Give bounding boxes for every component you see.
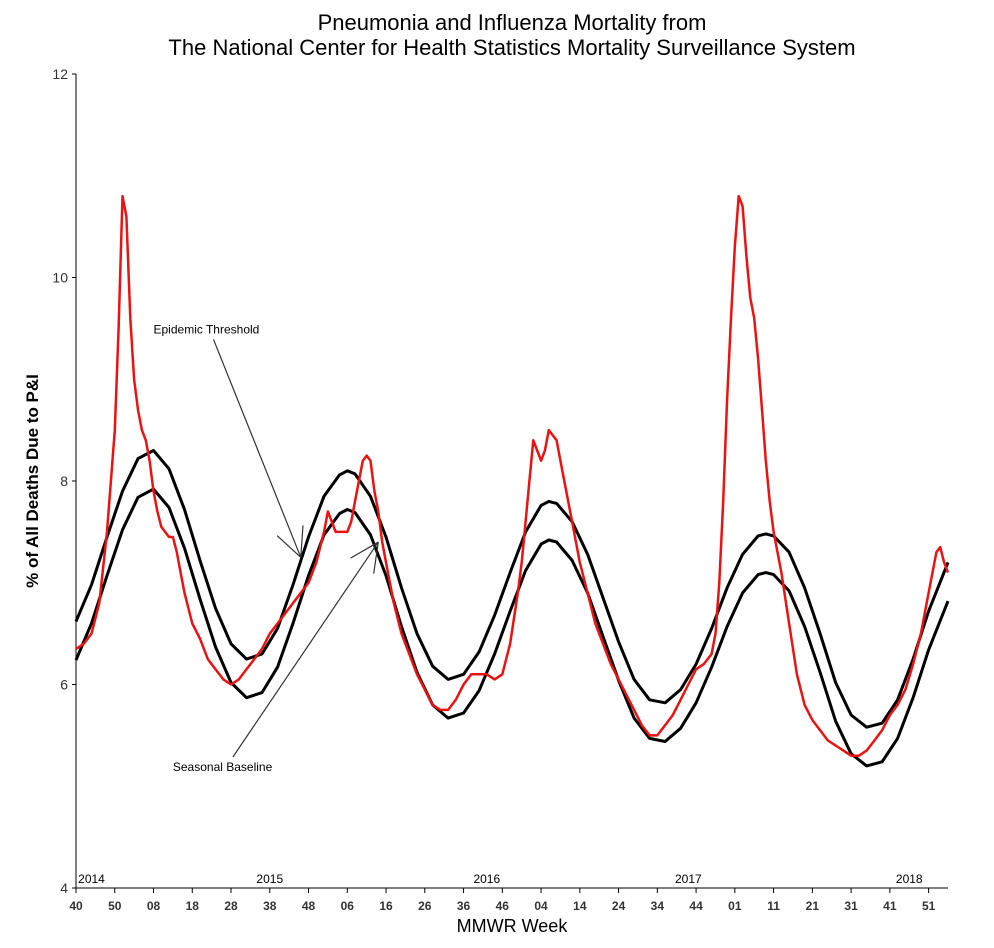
chart-title-line-2: The National Center for Health Statistic… bbox=[168, 35, 855, 60]
x-tick-label: 50 bbox=[108, 899, 122, 913]
y-tick-label: 10 bbox=[52, 270, 68, 286]
x-tick-label: 48 bbox=[302, 899, 316, 913]
annotation-arrow-1 bbox=[212, 339, 302, 558]
annotations: Epidemic Threshold Seasonal Baseline bbox=[154, 322, 379, 774]
pi-mortality-line bbox=[75, 194, 950, 757]
y-tick-label: 6 bbox=[60, 677, 68, 693]
year-label: 2014 bbox=[78, 872, 105, 886]
annotation-label-1: Epidemic Threshold bbox=[154, 322, 260, 336]
epidemic-threshold-line bbox=[74, 449, 950, 729]
y-axis-label: % of All Deaths Due to P&I bbox=[23, 374, 42, 588]
y-ticks: 4 6 8 10 12 bbox=[52, 66, 76, 896]
x-tick-label: 11 bbox=[767, 899, 780, 913]
year-label: 2016 bbox=[473, 872, 500, 886]
x-tick-label: 46 bbox=[496, 899, 510, 913]
x-tick-label: 31 bbox=[844, 899, 858, 913]
x-tick-label: 34 bbox=[651, 899, 665, 913]
y-tick-label: 4 bbox=[60, 880, 68, 896]
x-tick-label: 21 bbox=[806, 899, 820, 913]
annotation-arrowhead-a-2 bbox=[373, 541, 379, 574]
x-tick-label: 14 bbox=[573, 899, 587, 913]
annotation-arrowhead-b-1 bbox=[300, 525, 304, 558]
x-tick-label: 40 bbox=[69, 899, 83, 913]
x-tick-label: 24 bbox=[612, 899, 626, 913]
x-tick-label: 04 bbox=[534, 899, 548, 913]
series bbox=[74, 194, 950, 768]
y-tick-label: 12 bbox=[52, 66, 68, 82]
annotation-arrow-2 bbox=[232, 541, 379, 758]
x-ticks: 40 50 08 18 28 38 48 06 16 26 36 46 04 14 24 34 44 01 11 21… bbox=[69, 888, 936, 913]
x-tick-label: 06 bbox=[341, 899, 355, 913]
x-tick-label: 01 bbox=[728, 899, 742, 913]
year-label: 2017 bbox=[675, 872, 702, 886]
x-tick-label: 41 bbox=[883, 899, 897, 913]
x-tick-label: 26 bbox=[418, 899, 432, 913]
x-tick-label: 08 bbox=[147, 899, 161, 913]
annotation-arrowhead-a-1 bbox=[276, 535, 302, 558]
x-tick-label: 16 bbox=[379, 899, 393, 913]
x-tick-label: 38 bbox=[263, 899, 277, 913]
annotation-label-2: Seasonal Baseline bbox=[173, 760, 273, 774]
chart-title: Pneumonia and Influenza Mortality fromTh… bbox=[168, 10, 855, 60]
y-tick-label: 8 bbox=[60, 473, 68, 489]
x-tick-label: 44 bbox=[689, 899, 703, 913]
x-axis-label: MMWR Week bbox=[457, 916, 569, 936]
annotation-arrowhead-b-2 bbox=[350, 541, 379, 559]
x-tick-label: 36 bbox=[457, 899, 471, 913]
year-label: 2018 bbox=[896, 872, 923, 886]
year-label: 2015 bbox=[256, 872, 283, 886]
x-tick-label: 18 bbox=[186, 899, 200, 913]
x-tick-label: 28 bbox=[224, 899, 238, 913]
x-tick-label: 51 bbox=[922, 899, 936, 913]
chart-title-line-1: Pneumonia and Influenza Mortality from bbox=[318, 10, 707, 35]
year-labels: 2014 2015 2016 2017 2018 bbox=[78, 872, 923, 886]
